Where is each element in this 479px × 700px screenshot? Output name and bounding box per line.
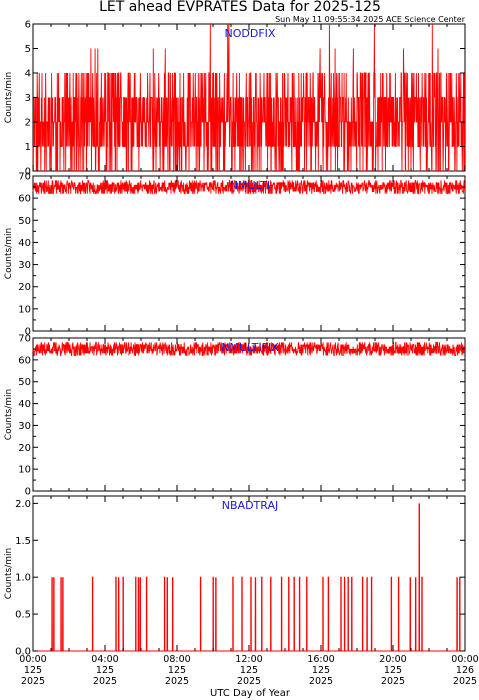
x-tick-label: 125 xyxy=(312,665,330,676)
y-tick-label: 70 xyxy=(18,334,31,345)
y-tick-label: 50 xyxy=(18,216,31,227)
x-tick-label: 125 xyxy=(96,665,114,676)
y-tick-label: 2 xyxy=(25,118,31,129)
x-tick-label: 00:00 xyxy=(19,654,46,665)
y-tick-label: 4 xyxy=(25,69,31,80)
y-tick-label: 10 xyxy=(18,304,31,315)
x-tick-label: 125 xyxy=(240,665,258,676)
x-tick-label: 126 xyxy=(456,665,474,676)
y-tick-label: 3 xyxy=(25,93,31,104)
x-tick-label: 20:00 xyxy=(379,654,406,665)
y-tick-label: 1 xyxy=(25,142,31,153)
x-tick-label: 2025 xyxy=(381,676,405,687)
y-tick-label: 5 xyxy=(25,44,31,55)
plot-frame xyxy=(32,337,466,492)
panels-group: 0 1 2 3 4 5 6 Counts/min NODDFIX 0 10 20 30 40 50 60 70 C… xyxy=(4,20,466,658)
y-tick-label: 0.5 xyxy=(15,610,31,621)
plot-frame xyxy=(32,175,466,332)
x-tick-label: 2025 xyxy=(237,676,261,687)
y-tick-label: 10 xyxy=(18,465,31,476)
x-tick-label: 00:00 xyxy=(451,654,478,665)
x-tick-label: 125 xyxy=(384,665,402,676)
y-tick-label: 6 xyxy=(25,20,31,31)
panel-label: NMULTI xyxy=(230,179,270,192)
y-tick-label: 50 xyxy=(18,377,31,388)
panel-label: NMULTIFIX xyxy=(221,341,279,354)
x-tick-label: 125 xyxy=(168,665,186,676)
series-line-nbadtraj xyxy=(33,503,465,652)
y-axis-title: Counts/min xyxy=(4,548,14,599)
series-line-nmultifix xyxy=(32,341,466,356)
panel-nmultifix: 0 10 20 30 40 50 60 70 Counts/min NMULTIFIX xyxy=(4,334,466,498)
x-tick-label: 12:00 xyxy=(235,654,262,665)
x-tick-label: 2025 xyxy=(309,676,333,687)
x-tick-label: 2025 xyxy=(453,676,477,687)
y-tick-label: 60 xyxy=(18,194,31,205)
y-axis-title: Counts/min xyxy=(4,228,14,279)
chart-title: LET ahead EVPRATES Data for 2025-125 xyxy=(99,0,381,15)
x-axis-labels: 00:00125202504:00125202508:00125202512:0… xyxy=(19,654,478,687)
y-tick-label: 0 xyxy=(25,487,31,498)
x-tick-label: 04:00 xyxy=(91,654,118,665)
y-tick-label: 1.0 xyxy=(15,573,31,584)
y-tick-label: 40 xyxy=(18,399,31,410)
y-tick-label: 40 xyxy=(18,238,31,249)
y-tick-label: 70 xyxy=(18,172,31,183)
y-tick-label: 30 xyxy=(18,260,31,271)
y-tick-label: 0 xyxy=(25,327,31,338)
y-tick-label: 2.0 xyxy=(15,499,31,510)
y-tick-label: 20 xyxy=(18,282,31,293)
y-tick-label: 30 xyxy=(18,421,31,432)
series-line-nmulti xyxy=(32,179,466,195)
y-tick-label: 0 xyxy=(25,167,31,178)
y-axis-title: Counts/min xyxy=(4,72,14,123)
panel-nmulti: 0 10 20 30 40 50 60 70 Counts/min NMULTI xyxy=(4,172,466,338)
panel-label: NODDFIX xyxy=(225,27,276,40)
y-tick-label: 0.0 xyxy=(15,647,31,658)
y-axis-title: Counts/min xyxy=(4,389,14,440)
x-tick-label: 125 xyxy=(24,665,42,676)
x-tick-label: 08:00 xyxy=(163,654,190,665)
y-tick-label: 20 xyxy=(18,443,31,454)
x-tick-label: 2025 xyxy=(165,676,189,687)
chart-subtitle-timestamp: Sun May 11 09:55:34 2025 ACE Science Cen… xyxy=(275,15,466,24)
panel-noddfix: 0 1 2 3 4 5 6 Counts/min NODDFIX xyxy=(4,20,466,178)
x-tick-label: 2025 xyxy=(21,676,45,687)
series-line-noddfix xyxy=(32,23,466,172)
x-tick-label: 16:00 xyxy=(307,654,334,665)
panel-nbadtraj: 0.0 0.5 1.0 1.5 2.0 Counts/min NBADTRAJ xyxy=(4,495,466,658)
y-tick-label: 60 xyxy=(18,355,31,366)
panel-label: NBADTRAJ xyxy=(222,499,278,512)
y-tick-label: 1.5 xyxy=(15,536,31,547)
x-axis-title: UTC Day of Year xyxy=(210,688,291,699)
x-tick-label: 2025 xyxy=(93,676,117,687)
plot-frame xyxy=(32,495,466,652)
